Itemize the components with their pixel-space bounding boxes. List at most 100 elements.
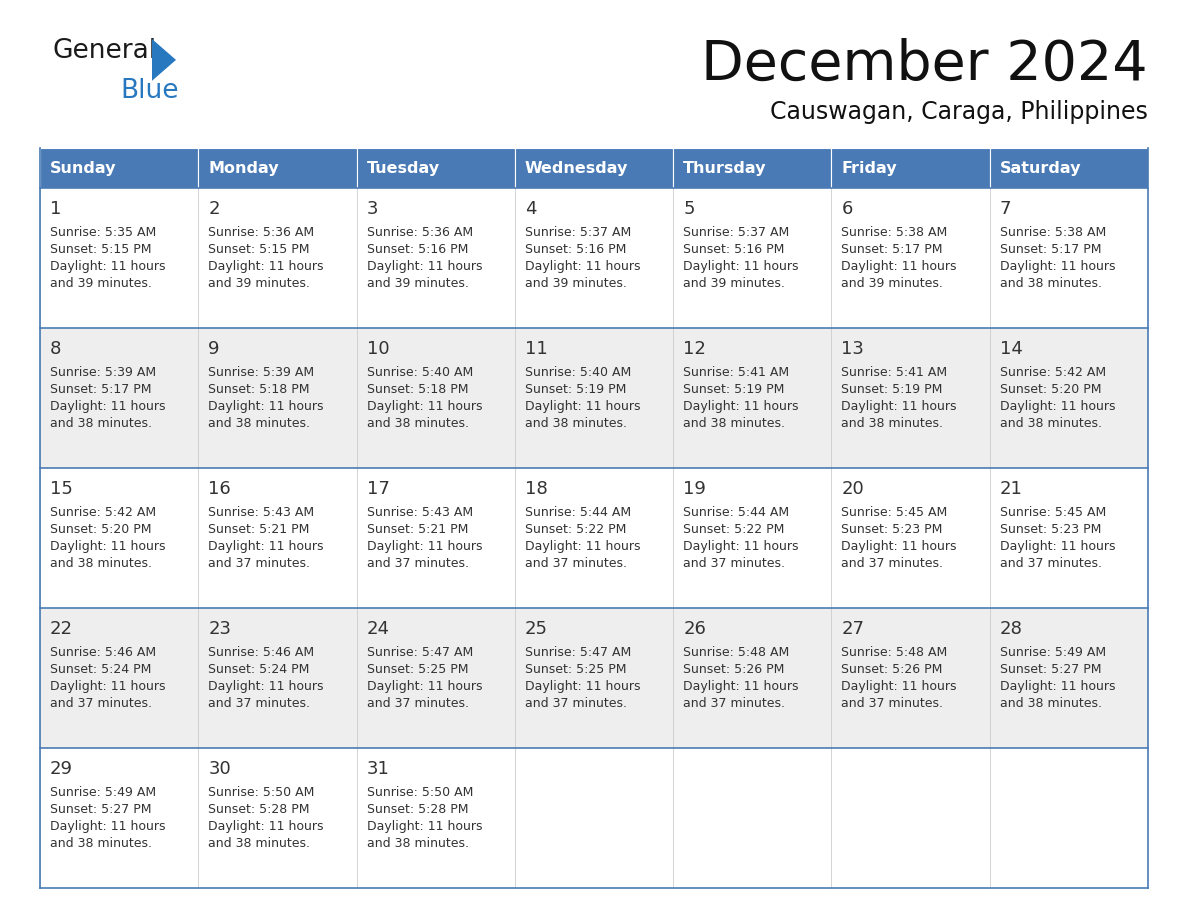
Text: Daylight: 11 hours: Daylight: 11 hours [683,400,798,413]
Text: 16: 16 [208,480,230,498]
Text: Sunset: 5:19 PM: Sunset: 5:19 PM [525,383,626,396]
Text: and 38 minutes.: and 38 minutes. [1000,277,1101,290]
Text: Daylight: 11 hours: Daylight: 11 hours [50,260,165,273]
Text: Daylight: 11 hours: Daylight: 11 hours [525,680,640,693]
Text: Sunrise: 5:39 AM: Sunrise: 5:39 AM [208,366,315,379]
Text: Daylight: 11 hours: Daylight: 11 hours [683,260,798,273]
Text: Thursday: Thursday [683,161,766,175]
Text: Sunrise: 5:37 AM: Sunrise: 5:37 AM [525,226,631,239]
Text: and 37 minutes.: and 37 minutes. [1000,557,1101,570]
Text: and 37 minutes.: and 37 minutes. [208,557,310,570]
Bar [990,748,1148,888]
Text: Daylight: 11 hours: Daylight: 11 hours [367,260,482,273]
Text: Sunrise: 5:44 AM: Sunrise: 5:44 AM [683,506,789,519]
Bar [990,468,1148,608]
Text: and 37 minutes.: and 37 minutes. [841,557,943,570]
Text: Sunrise: 5:36 AM: Sunrise: 5:36 AM [367,226,473,239]
Text: Sunset: 5:27 PM: Sunset: 5:27 PM [1000,663,1101,676]
Text: 15: 15 [50,480,72,498]
Text: Sunrise: 5:44 AM: Sunrise: 5:44 AM [525,506,631,519]
Text: Friday: Friday [841,161,897,175]
Bar [40,608,198,748]
Text: and 37 minutes.: and 37 minutes. [525,557,627,570]
Text: 6: 6 [841,200,853,218]
Text: Daylight: 11 hours: Daylight: 11 hours [841,400,956,413]
Bar [514,148,674,188]
Text: Sunset: 5:27 PM: Sunset: 5:27 PM [50,803,152,816]
Text: Daylight: 11 hours: Daylight: 11 hours [525,400,640,413]
Text: 21: 21 [1000,480,1023,498]
Text: Sunrise: 5:36 AM: Sunrise: 5:36 AM [208,226,315,239]
Text: 19: 19 [683,480,706,498]
Text: Daylight: 11 hours: Daylight: 11 hours [50,820,165,833]
Bar [990,328,1148,468]
Text: 20: 20 [841,480,864,498]
Text: December 2024: December 2024 [701,38,1148,92]
Text: Sunset: 5:15 PM: Sunset: 5:15 PM [208,243,310,256]
Bar [514,608,674,748]
Text: Daylight: 11 hours: Daylight: 11 hours [1000,540,1116,553]
Bar [40,748,198,888]
Bar [514,748,674,888]
Text: 28: 28 [1000,620,1023,638]
Text: Daylight: 11 hours: Daylight: 11 hours [367,820,482,833]
Text: Sunrise: 5:49 AM: Sunrise: 5:49 AM [50,786,156,799]
Text: 7: 7 [1000,200,1011,218]
Text: Daylight: 11 hours: Daylight: 11 hours [841,260,956,273]
Text: Daylight: 11 hours: Daylight: 11 hours [525,260,640,273]
Text: Sunrise: 5:42 AM: Sunrise: 5:42 AM [1000,366,1106,379]
Text: and 39 minutes.: and 39 minutes. [841,277,943,290]
Text: Sunset: 5:22 PM: Sunset: 5:22 PM [525,523,626,536]
Text: Sunrise: 5:43 AM: Sunrise: 5:43 AM [367,506,473,519]
Text: Sunset: 5:17 PM: Sunset: 5:17 PM [50,383,152,396]
Text: and 39 minutes.: and 39 minutes. [525,277,627,290]
Text: Sunset: 5:26 PM: Sunset: 5:26 PM [683,663,784,676]
Text: Sunset: 5:23 PM: Sunset: 5:23 PM [1000,523,1101,536]
Text: Sunset: 5:22 PM: Sunset: 5:22 PM [683,523,784,536]
Text: Daylight: 11 hours: Daylight: 11 hours [208,680,324,693]
Polygon shape [152,39,176,81]
Text: Daylight: 11 hours: Daylight: 11 hours [208,540,324,553]
Text: Sunrise: 5:50 AM: Sunrise: 5:50 AM [367,786,473,799]
Text: 23: 23 [208,620,232,638]
Text: 14: 14 [1000,340,1023,358]
Text: and 37 minutes.: and 37 minutes. [367,557,468,570]
Bar [40,148,198,188]
Text: Daylight: 11 hours: Daylight: 11 hours [50,540,165,553]
Text: Sunrise: 5:46 AM: Sunrise: 5:46 AM [208,646,315,659]
Bar [674,608,832,748]
Text: Daylight: 11 hours: Daylight: 11 hours [841,680,956,693]
Text: Sunrise: 5:40 AM: Sunrise: 5:40 AM [367,366,473,379]
Text: 25: 25 [525,620,548,638]
Text: Sunset: 5:18 PM: Sunset: 5:18 PM [208,383,310,396]
Text: Daylight: 11 hours: Daylight: 11 hours [1000,680,1116,693]
Text: and 39 minutes.: and 39 minutes. [683,277,785,290]
Text: Sunset: 5:25 PM: Sunset: 5:25 PM [525,663,626,676]
Text: Daylight: 11 hours: Daylight: 11 hours [841,540,956,553]
Bar [674,328,832,468]
Bar [356,188,514,328]
Text: Daylight: 11 hours: Daylight: 11 hours [208,260,324,273]
Bar [674,148,832,188]
Text: and 38 minutes.: and 38 minutes. [525,417,627,430]
Text: Causwagan, Caraga, Philippines: Causwagan, Caraga, Philippines [770,100,1148,124]
Bar [198,608,356,748]
Bar [356,748,514,888]
Bar [674,748,832,888]
Text: Sunrise: 5:41 AM: Sunrise: 5:41 AM [841,366,948,379]
Text: Daylight: 11 hours: Daylight: 11 hours [50,400,165,413]
Text: Sunset: 5:19 PM: Sunset: 5:19 PM [841,383,943,396]
Bar [198,748,356,888]
Text: Sunrise: 5:39 AM: Sunrise: 5:39 AM [50,366,156,379]
Text: Sunrise: 5:46 AM: Sunrise: 5:46 AM [50,646,156,659]
Text: 2: 2 [208,200,220,218]
Text: and 38 minutes.: and 38 minutes. [367,837,468,850]
Text: and 37 minutes.: and 37 minutes. [841,697,943,710]
Text: Daylight: 11 hours: Daylight: 11 hours [50,680,165,693]
Text: and 38 minutes.: and 38 minutes. [1000,417,1101,430]
Text: and 38 minutes.: and 38 minutes. [841,417,943,430]
Text: Blue: Blue [120,78,178,104]
Text: and 37 minutes.: and 37 minutes. [50,697,152,710]
Text: 24: 24 [367,620,390,638]
Text: Sunset: 5:15 PM: Sunset: 5:15 PM [50,243,152,256]
